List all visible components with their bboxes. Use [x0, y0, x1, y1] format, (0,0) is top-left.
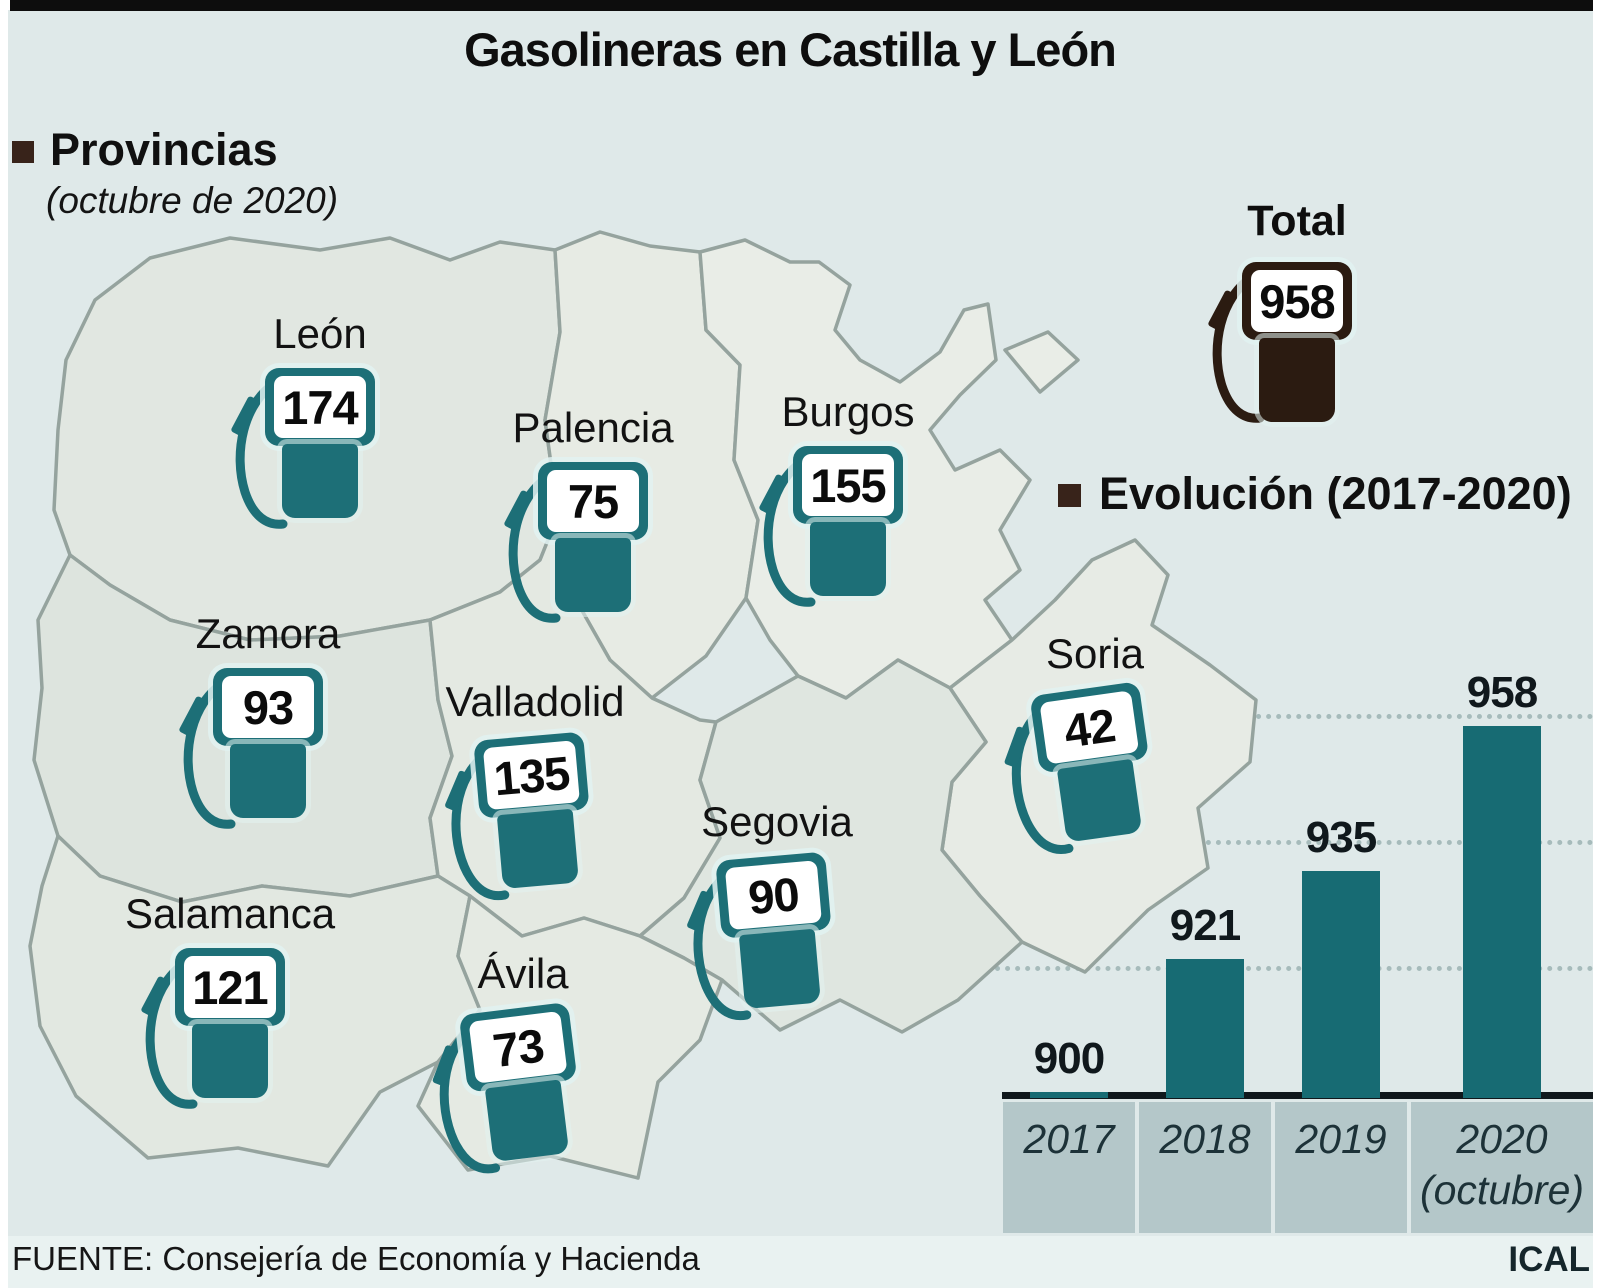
year-tick-sublabel: (octubre): [1419, 1167, 1585, 1213]
year-tick-label: 2019: [1295, 1116, 1387, 1162]
pump-frame: 958: [1242, 262, 1352, 340]
bar-2019: [1302, 871, 1380, 1098]
bar-2018: [1166, 959, 1244, 1098]
square-bullet-icon: [1058, 484, 1081, 507]
gridline: [985, 965, 1593, 971]
x-axis-line: [1002, 1092, 1593, 1099]
x-axis-cell-2017: 2017: [1003, 1102, 1135, 1233]
page-title: Gasolineras en Castilla y León: [464, 23, 1117, 76]
evolution-heading-text: Evolución (2017-2020): [1099, 468, 1572, 519]
bar-2017: [1030, 1091, 1108, 1098]
x-axis-cell-2019: 2019: [1275, 1102, 1407, 1233]
agency-credit: ICAL: [1508, 1240, 1590, 1279]
total-summary: Total 958: [1208, 197, 1352, 423]
bar-value-label: 935: [1305, 813, 1377, 863]
bar-value-label: 958: [1466, 668, 1538, 718]
total-fuel-pump-icon: 958: [1208, 262, 1352, 423]
bar-value-label: 900: [1033, 1033, 1105, 1083]
source-credit: FUENTE: Consejería de Economía y Haciend…: [12, 1240, 700, 1277]
gridline: [985, 839, 1593, 845]
x-axis-cell-2020: 2020 (octubre): [1411, 1102, 1593, 1233]
total-value: 958: [1251, 270, 1343, 332]
bar-value-label: 921: [1169, 901, 1241, 951]
square-bullet-icon: [12, 141, 34, 163]
top-black-bar: [10, 0, 1593, 11]
evolution-section-header: Evolución (2017-2020): [1058, 468, 1572, 520]
footer-strip: [8, 1236, 1593, 1288]
year-tick-label: 2017: [1023, 1116, 1115, 1162]
year-tick-label: 2020: [1456, 1116, 1548, 1162]
x-axis-cell-2018: 2018: [1139, 1102, 1271, 1233]
year-tick-label: 2018: [1159, 1116, 1251, 1162]
provinces-section-header: Provincias: [12, 124, 278, 176]
provinces-heading-text: Provincias: [50, 124, 278, 175]
gridline: [985, 713, 1593, 719]
bar-2020: [1463, 726, 1541, 1098]
pump-column: [1259, 338, 1335, 422]
provinces-subheading: (octubre de 2020): [46, 180, 339, 221]
pump-hose-icon: [1208, 271, 1265, 423]
total-label: Total: [1247, 197, 1347, 245]
